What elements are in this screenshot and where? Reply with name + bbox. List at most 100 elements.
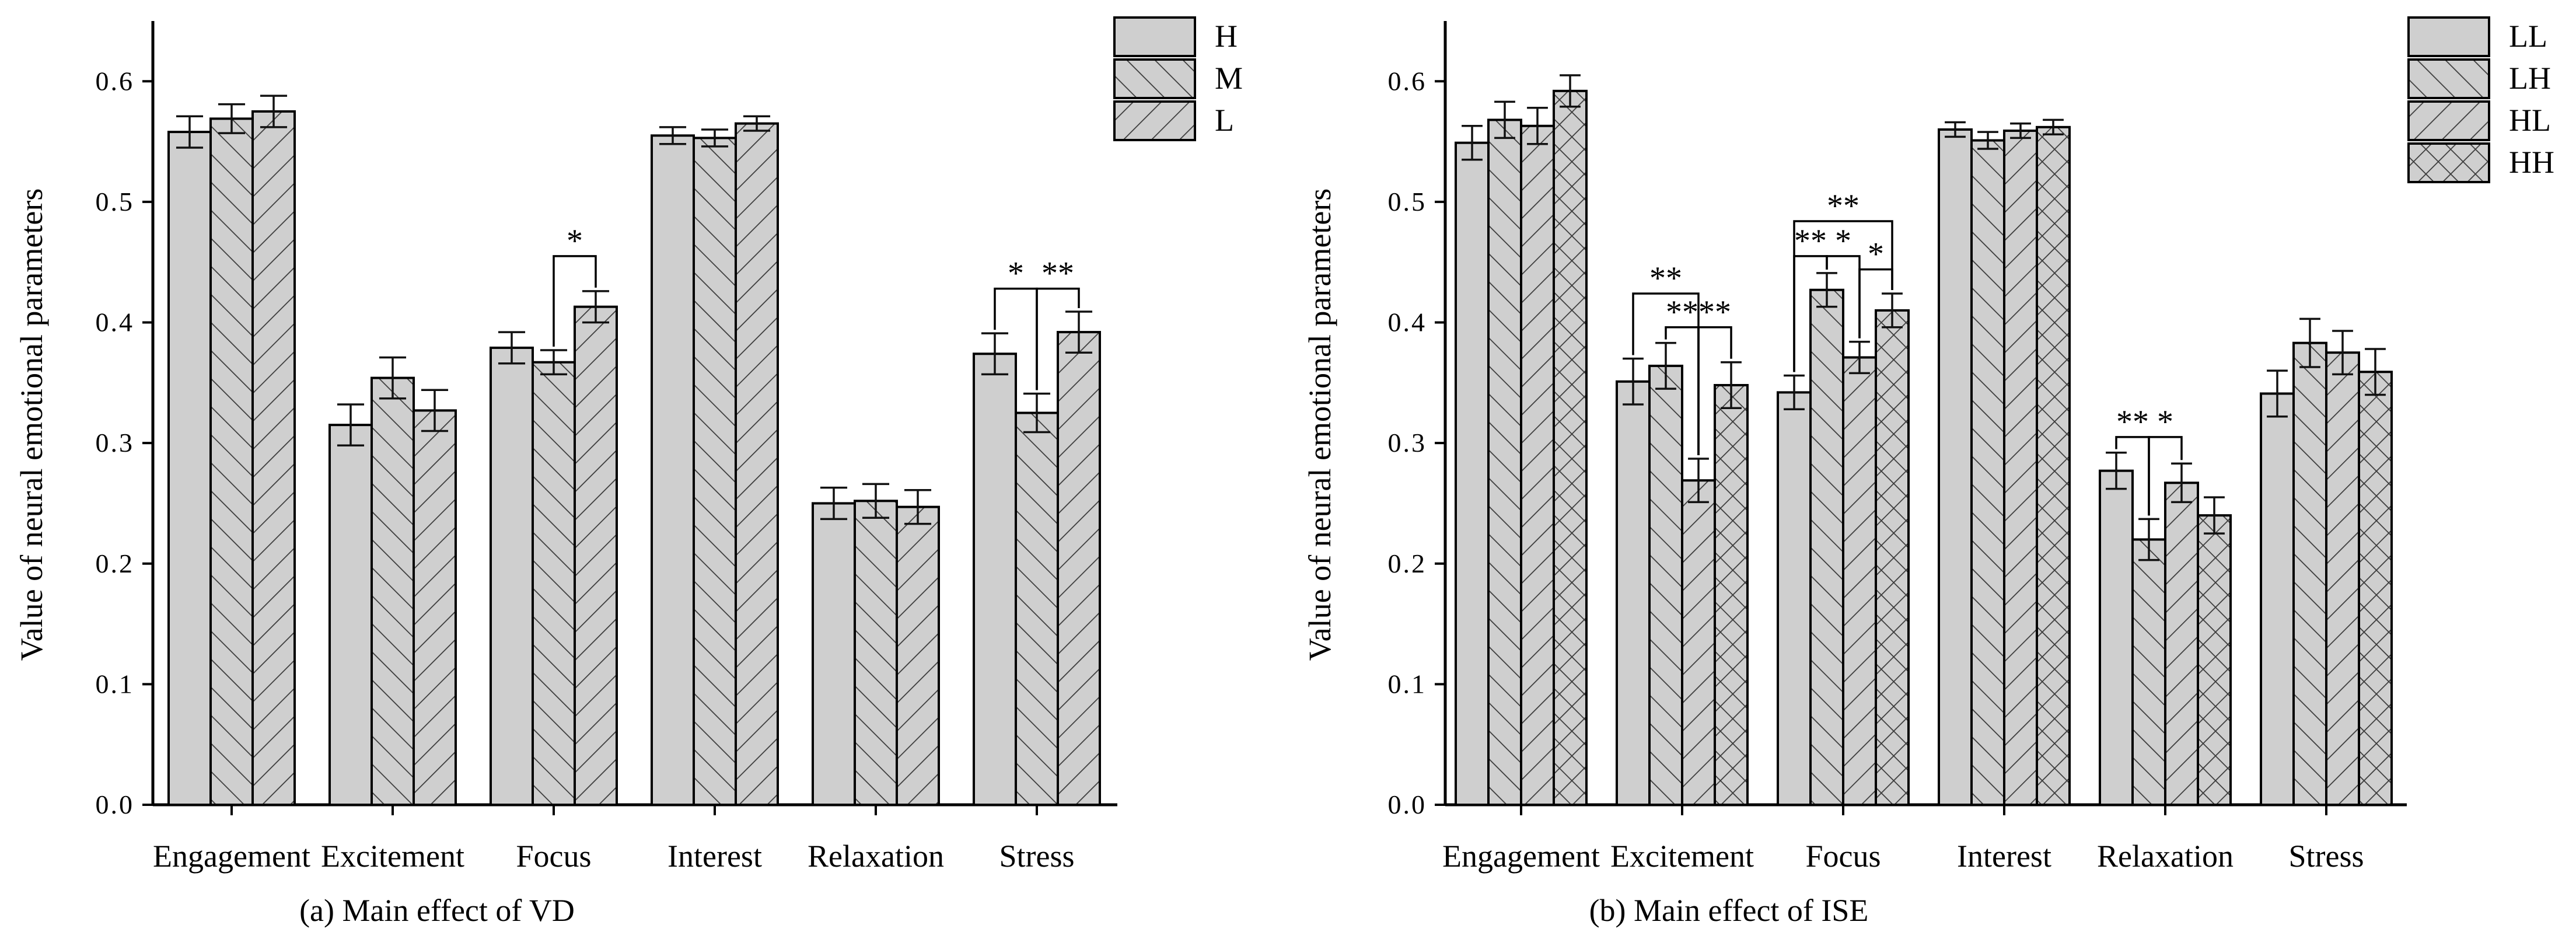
legend-label-l: L (1215, 103, 1234, 138)
bar-hh-stress (2358, 371, 2393, 806)
legend-label-ll: LL (2509, 19, 2547, 54)
bar-l-excitement (413, 409, 457, 806)
error-bar (862, 483, 890, 519)
bar-l-stress (1057, 331, 1101, 806)
error-bar (2332, 330, 2353, 376)
bar-l-interest (735, 122, 779, 807)
error-bar (2106, 451, 2127, 490)
y-tick-label: 0.0 (1388, 790, 1427, 819)
category-label: Relaxation (2097, 839, 2234, 874)
error-bar (1721, 361, 1742, 409)
error-bar (701, 128, 729, 148)
bar-ll-engagement (1455, 141, 1490, 807)
bar-lh-relaxation (2131, 538, 2166, 806)
y-tick-label: 0.4 (96, 308, 135, 337)
bar-m-relaxation (854, 500, 898, 806)
category-label: Stress (2288, 839, 2364, 874)
bar-lh-stress (2292, 341, 2327, 806)
y-tick-label: 0.5 (1388, 187, 1427, 217)
y-tick-label: 0.2 (1388, 549, 1427, 578)
error-bar (2171, 462, 2192, 504)
significance-label: * (1868, 236, 1884, 273)
error-bar (1882, 292, 1903, 329)
error-bar (1945, 121, 1966, 138)
y-tick-label: 0.3 (96, 428, 135, 458)
significance-label: * (1008, 256, 1024, 292)
bar-hl-excitement (1681, 479, 1716, 806)
error-bar (1527, 107, 1548, 145)
legend-swatch-h (1113, 16, 1196, 57)
bar-hh-focus (1875, 309, 1910, 806)
error-bar (820, 486, 848, 521)
category-label: Excitement (321, 839, 464, 874)
error-bar (337, 403, 365, 447)
bar-hl-engagement (1520, 124, 1555, 807)
bar-hh-relaxation (2197, 514, 2232, 806)
error-bar (379, 356, 407, 400)
category-label: Engagement (153, 839, 310, 874)
category-label: Excitement (1610, 839, 1754, 874)
y-tick-label: 0.6 (96, 66, 135, 96)
significance-label: ** (2116, 404, 2149, 440)
bar-lh-interest (1970, 139, 2005, 807)
y-tick-label: 0.2 (96, 549, 135, 578)
category-label: Interest (667, 839, 762, 874)
bar-h-excitement (328, 424, 373, 806)
y-tick-label: 0.1 (96, 669, 135, 699)
legend-swatch-ll (2407, 16, 2490, 57)
bar-m-focus (532, 361, 576, 806)
error-bar (2299, 317, 2320, 368)
error-bar (1849, 340, 1870, 375)
error-bar (1494, 100, 1515, 139)
significance-label: ** (1666, 294, 1698, 330)
bar-lh-engagement (1487, 118, 1522, 807)
bar-l-relaxation (896, 505, 940, 806)
bar-ll-interest (1938, 128, 1973, 806)
bar-ll-stress (2260, 392, 2295, 806)
category-label: Stress (999, 839, 1074, 874)
error-bar (1655, 341, 1676, 390)
bar-hh-engagement (1553, 89, 1588, 807)
bar-m-excitement (371, 376, 415, 806)
legend-label-hh: HH (2509, 145, 2554, 180)
error-bar (1623, 357, 1644, 406)
bar-m-stress (1015, 411, 1059, 806)
bar-l-engagement (251, 110, 296, 806)
bar-hl-relaxation (2164, 481, 2199, 806)
category-label: Relaxation (808, 839, 944, 874)
legend-swatch-lh (2407, 58, 2490, 99)
y-tick-label: 0.6 (1388, 66, 1427, 96)
error-bar (1784, 374, 1805, 411)
error-bar (904, 488, 932, 525)
bar-h-stress (973, 352, 1017, 806)
error-bar (659, 126, 687, 145)
y-axis-label: Value of neural emotional parameters (14, 189, 49, 661)
y-axis-label: Value of neural emotional parameters (1302, 189, 1337, 661)
significance-label: ** (1649, 260, 1682, 296)
category-label: Focus (1805, 839, 1881, 874)
error-bar (2204, 496, 2225, 535)
significance-label: ** (1794, 223, 1827, 259)
significance-bracket (1697, 326, 1732, 456)
error-bar (1462, 125, 1483, 161)
legend-swatch-hh (2407, 142, 2490, 183)
legend-label-m: M (1215, 61, 1243, 96)
category-label: Engagement (1442, 839, 1600, 874)
significance-label: * (2157, 404, 2173, 440)
significance-bracket (2148, 436, 2183, 516)
bar-l-focus (574, 305, 618, 806)
significance-label: ** (1698, 294, 1731, 330)
y-tick-label: 0.3 (1388, 428, 1427, 458)
error-bar (981, 332, 1009, 376)
bar-ll-relaxation (2099, 469, 2134, 806)
y-tick-label: 0.5 (96, 187, 135, 217)
y-tick-label: 0.0 (96, 790, 135, 819)
legend-swatch-hl (2407, 100, 2490, 141)
error-bar (498, 331, 526, 365)
category-label: Focus (516, 839, 591, 874)
panel-a: 0.0 0.1 0.2 0.3 0.4 0.5 0.6 Value of neural emo… (14, 16, 1243, 928)
error-bar (260, 95, 288, 128)
error-bar (1065, 310, 1093, 354)
legend-swatch-m (1113, 58, 1196, 99)
